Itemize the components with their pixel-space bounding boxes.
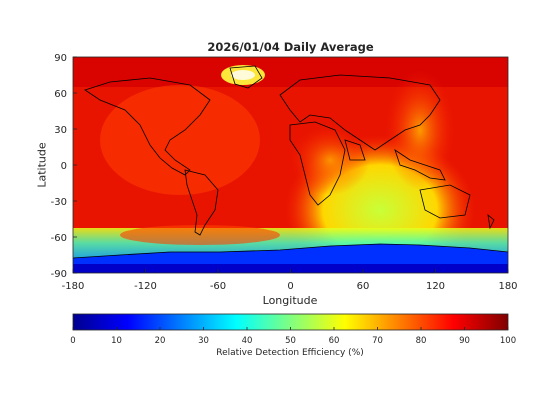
colorbar-ticks: 0 10 20 30 40 50 60 70 80 90 100 bbox=[70, 327, 516, 346]
x-tick-label: -120 bbox=[134, 281, 157, 292]
y-tick-label: 60 bbox=[54, 89, 67, 100]
colorbar-tick-label: 50 bbox=[285, 336, 296, 346]
colorbar-tick-label: 30 bbox=[198, 336, 209, 346]
chart-title: 2026/01/04 Daily Average bbox=[207, 40, 374, 54]
detection-efficiency-field bbox=[73, 57, 508, 273]
x-tick-label: 120 bbox=[426, 281, 445, 292]
x-tick-label: -60 bbox=[210, 281, 226, 292]
y-tick-label: -90 bbox=[51, 269, 67, 280]
colorbar-tick-label: 10 bbox=[111, 336, 122, 346]
x-tick-label: 180 bbox=[498, 281, 517, 292]
colorbar-tick-label: 20 bbox=[155, 336, 166, 346]
colorbar-tick-label: 100 bbox=[500, 336, 516, 346]
y-ticks: 90 60 30 0 -30 -60 -90 bbox=[51, 53, 77, 280]
x-ticks: -180 -120 -60 0 60 120 180 bbox=[62, 269, 518, 292]
y-tick-label: 90 bbox=[54, 53, 67, 64]
x-tick-label: 0 bbox=[287, 281, 293, 292]
x-tick-label: -180 bbox=[62, 281, 85, 292]
colorbar-tick-label: 60 bbox=[329, 336, 340, 346]
y-tick-label: 0 bbox=[61, 161, 67, 172]
y-tick-label: -30 bbox=[51, 197, 67, 208]
y-tick-label: 30 bbox=[54, 125, 67, 136]
coastlines bbox=[73, 65, 508, 259]
x-axis-label: Longitude bbox=[262, 294, 318, 307]
colorbar-label: Relative Detection Efficiency (%) bbox=[216, 348, 364, 358]
colorbar-tick-label: 40 bbox=[242, 336, 253, 346]
x-tick-label: 60 bbox=[357, 281, 370, 292]
colorbar-tick-label: 90 bbox=[459, 336, 470, 346]
colorbar-tick-label: 80 bbox=[416, 336, 427, 346]
colorbar-tick-label: 0 bbox=[70, 336, 75, 346]
y-tick-label: -60 bbox=[51, 233, 67, 244]
colorbar-tick-label: 70 bbox=[372, 336, 383, 346]
